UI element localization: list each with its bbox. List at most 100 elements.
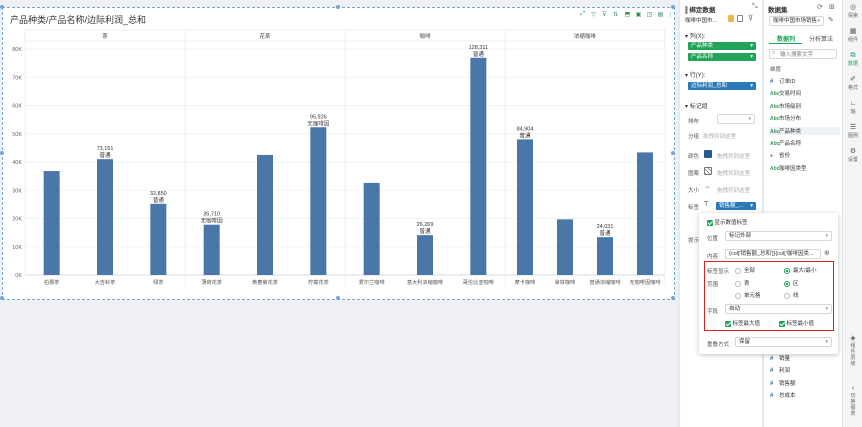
range-table-radio[interactable]: [735, 280, 741, 287]
max-label-checkbox[interactable]: [725, 320, 731, 327]
label-pill-sales[interactable]: 销售额_... ▾: [716, 202, 756, 210]
dimension-field[interactable]: Abc市场级别: [770, 102, 801, 110]
overlap-select[interactable]: 保留 ▾: [735, 337, 832, 347]
max-label-option[interactable]: 标签最大值: [725, 319, 760, 327]
column-pill-product-type[interactable]: 产品种类 ▾: [688, 42, 756, 50]
label-icon[interactable]: T: [704, 201, 709, 208]
rail-component[interactable]: ▦ 组件: [843, 28, 862, 43]
collapse-icon[interactable]: ⤡: [752, 3, 758, 10]
range-line-radio[interactable]: [784, 292, 790, 299]
x-tick-label: 大吉岭茶: [95, 278, 117, 286]
new-dataset-icon[interactable]: ⊞: [829, 4, 835, 11]
image-icon[interactable]: ▣: [635, 12, 642, 18]
dimension-field[interactable]: Abc咖啡因类型: [770, 164, 807, 172]
field-name: 省份: [779, 153, 791, 160]
resize-handle[interactable]: [671, 296, 675, 300]
dimension-field[interactable]: Abc市场分布: [770, 114, 801, 122]
rail-switch-chart[interactable]: ‹ 切换图表: [843, 385, 862, 417]
data-label-value: 32,850: [150, 191, 167, 197]
rail-format[interactable]: ✐ 格式: [843, 76, 862, 91]
column-pill-product-name[interactable]: 产品名称 ▾: [688, 53, 756, 61]
dimension-field[interactable]: Abc产品种类: [770, 126, 840, 135]
range-zone-option[interactable]: 区: [784, 279, 799, 287]
book-icon[interactable]: ▤: [657, 12, 664, 18]
rail-explore[interactable]: ◎ 探索: [843, 4, 862, 19]
resize-handle[interactable]: [336, 296, 340, 300]
row-pill-margin-profit[interactable]: 边际利润_总和 ▾: [688, 82, 756, 90]
mark-pattern-drop[interactable]: 拖拽列到这里: [717, 171, 751, 177]
resize-handle[interactable]: [336, 5, 340, 9]
funnel-icon[interactable]: ⊽: [602, 12, 607, 18]
expand-icon[interactable]: ⤢: [580, 11, 585, 17]
show-labels-checkbox[interactable]: [707, 219, 713, 226]
refresh-icon[interactable]: ⟳: [817, 4, 823, 11]
measure-field[interactable]: # 总成本: [770, 391, 796, 399]
display-maxmin-radio[interactable]: [784, 267, 790, 274]
filter-icon[interactable]: ⊽: [748, 15, 754, 22]
legend-icon: ☰: [849, 124, 857, 131]
content-input[interactable]: {col['销售额_总和']}{col['咖啡因类...: [725, 249, 821, 259]
pattern-icon[interactable]: [704, 167, 712, 175]
resize-handle[interactable]: [671, 5, 675, 9]
mark-group-drop[interactable]: 拖拽列到这里: [703, 134, 737, 140]
resize-handle[interactable]: [671, 151, 675, 155]
mark-layout-select[interactable]: ▾: [717, 114, 755, 124]
range-line-option[interactable]: 线: [784, 291, 799, 299]
range-zone-radio[interactable]: [784, 280, 790, 287]
position-select[interactable]: 标记外部 ▾: [725, 231, 832, 241]
dimension-field[interactable]: Abc产品名称: [770, 139, 801, 147]
resize-handle[interactable]: [0, 5, 4, 9]
min-label-checkbox[interactable]: [779, 320, 785, 327]
component-icon: ▦: [849, 28, 857, 35]
range-cell-option[interactable]: 单元格: [735, 291, 761, 299]
display-all-option[interactable]: 全部: [735, 266, 755, 274]
edit-icon[interactable]: ✎: [828, 17, 834, 24]
display-maxmin-option[interactable]: 最大/最小: [784, 266, 817, 274]
display-all-radio[interactable]: [735, 267, 741, 274]
search-box[interactable]: ⌕: [769, 49, 837, 59]
rail-layers[interactable]: ◈ 组件层级: [843, 335, 862, 367]
pill-dropdown-icon[interactable]: ▾: [750, 203, 753, 209]
x-tick-label: 普通浓缩咖啡: [589, 278, 620, 286]
dataset-settings-icon[interactable]: [737, 15, 743, 22]
rail-axis[interactable]: ∟ 轴: [843, 100, 862, 115]
field-select[interactable]: 自动 ▾: [725, 304, 832, 314]
range-cell-radio[interactable]: [735, 292, 741, 299]
more-icon[interactable]: ⋮: [667, 12, 674, 18]
rail-legend[interactable]: ☰ 图例: [843, 124, 862, 139]
range-table-option[interactable]: 表: [735, 279, 750, 287]
pill-dropdown-icon[interactable]: ▾: [750, 43, 753, 49]
resize-handle[interactable]: [0, 296, 4, 300]
pill-dropdown-icon[interactable]: ▾: [750, 83, 753, 89]
range-line-text: 线: [793, 293, 799, 299]
tab-data-columns[interactable]: 数据列: [777, 37, 796, 43]
rail-settings[interactable]: ⚙ 设置: [843, 148, 862, 163]
measure-field[interactable]: # 销售额: [770, 379, 796, 387]
dimension-field[interactable]: # 订单ID: [770, 77, 796, 85]
dataset-select[interactable]: 咖啡中国市场销售 ▾: [769, 16, 824, 26]
export-icon[interactable]: ⬒: [624, 12, 631, 18]
bar: [203, 224, 220, 275]
resize-handle[interactable]: [0, 151, 4, 155]
dimension-field[interactable]: ● 省份: [770, 151, 790, 159]
binding-dataset-name[interactable]: 咖啡中国市...: [685, 18, 718, 24]
show-labels-row[interactable]: 显示数值标签: [707, 218, 748, 226]
dimension-field[interactable]: Abc交易时间: [770, 89, 801, 97]
measure-field[interactable]: # 利润: [770, 366, 790, 374]
content-edit-icon[interactable]: ⊕: [824, 250, 830, 257]
filter-icon[interactable]: ▽: [591, 12, 596, 18]
fullscreen-icon[interactable]: ◳: [646, 12, 653, 18]
mark-color-drop[interactable]: 拖拽列到这里: [717, 154, 751, 160]
min-label-option[interactable]: 标签最小值: [779, 319, 814, 327]
measure-field[interactable]: # 销量: [770, 354, 790, 362]
bar: [637, 152, 653, 275]
switch-dataset-icon[interactable]: [728, 15, 734, 22]
rail-data[interactable]: ⧉ 数据: [843, 52, 862, 67]
size-icon[interactable]: ⇔: [704, 184, 711, 191]
pill-dropdown-icon[interactable]: ▾: [750, 54, 753, 60]
color-icon[interactable]: [704, 150, 712, 158]
mark-size-drop[interactable]: 拖拽列到这里: [717, 188, 751, 194]
link-icon[interactable]: ⇅: [612, 12, 619, 18]
search-input[interactable]: [780, 51, 835, 58]
tab-analysis[interactable]: 分析算法: [809, 37, 834, 43]
